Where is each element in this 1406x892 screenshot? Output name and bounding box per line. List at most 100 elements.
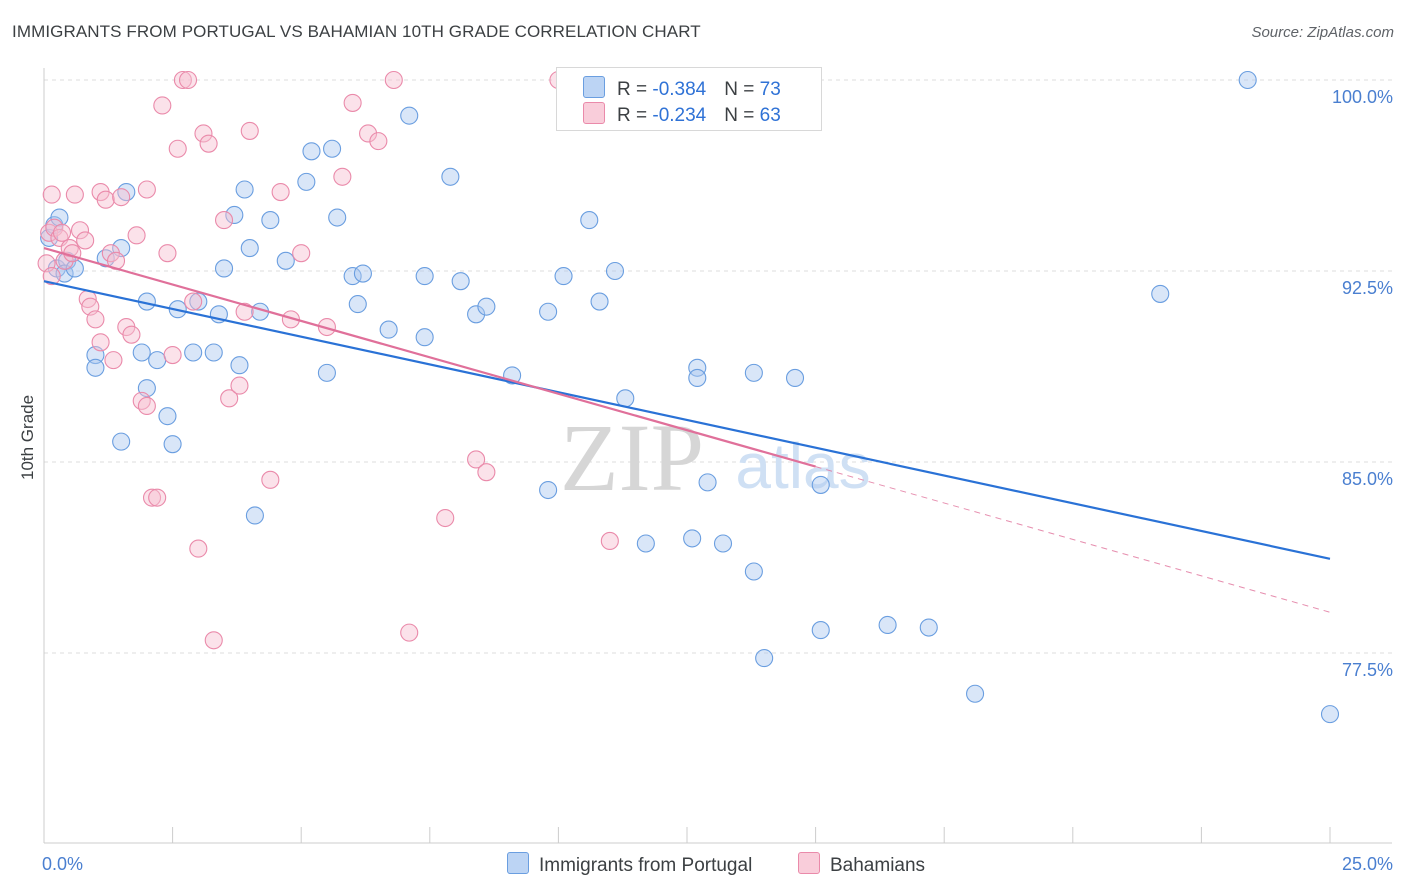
watermark: ZIP atlas (560, 404, 871, 511)
legend-swatch-blue (583, 76, 605, 98)
data-point-portugal (919, 618, 938, 637)
legend-item-portugal[interactable]: Immigrants from Portugal (507, 852, 752, 877)
data-point-portugal (688, 368, 707, 388)
data-point-portugal (86, 358, 105, 377)
trend-line-bahamians (43, 247, 816, 468)
data-point-portugal (554, 267, 573, 286)
y-tick-label: 92.5% (1342, 278, 1393, 298)
data-point-portugal (317, 363, 336, 382)
data-point-bahamians (163, 345, 182, 365)
legend-row-bahamians: R = -0.234 N = 63 (583, 102, 781, 126)
data-point-portugal (240, 239, 259, 258)
data-point-portugal (441, 167, 460, 186)
trend-lines (43, 247, 1331, 613)
data-point-portugal (50, 208, 69, 227)
data-point-portugal (688, 358, 707, 377)
data-point-portugal (353, 264, 372, 283)
data-point-bahamians (137, 396, 156, 416)
data-point-bahamians (436, 508, 455, 528)
data-point-portugal (245, 506, 264, 525)
data-point-portugal (112, 432, 131, 451)
trend-line-portugal (43, 280, 1331, 560)
source-attribution: Source: ZipAtlas.com (1251, 24, 1394, 41)
legend-n-label: N = (724, 105, 760, 126)
watermark-atlas: atlas (735, 430, 870, 502)
legend-n-label: N = (724, 79, 760, 100)
data-point-portugal (225, 205, 244, 225)
data-point-portugal (811, 475, 830, 494)
data-point-portugal (148, 351, 167, 370)
data-point-bahamians (132, 391, 151, 410)
data-point-portugal (189, 292, 208, 311)
data-point-portugal (785, 368, 805, 388)
data-point-portugal (878, 615, 897, 635)
data-point-bahamians (86, 310, 105, 329)
legend-item-label: Bahamians (830, 855, 926, 876)
data-point-bahamians (467, 450, 486, 469)
data-point-portugal (230, 356, 249, 375)
data-point-bahamians (359, 124, 378, 143)
data-point-bahamians (142, 488, 162, 507)
trend-line-bahamians-extension (815, 466, 1331, 613)
data-point-portugal (163, 435, 182, 454)
data-point-bahamians (137, 180, 156, 199)
data-point-portugal (235, 180, 254, 199)
legend-r-value: -0.384 (652, 79, 707, 100)
data-point-bahamians (178, 70, 198, 90)
data-point-portugal (811, 621, 830, 640)
data-point-bahamians (52, 223, 72, 242)
y-tick-label: 85.0% (1342, 469, 1393, 489)
data-point-bahamians (369, 132, 388, 151)
data-point-portugal (683, 529, 702, 548)
data-point-portugal (580, 211, 599, 230)
tick-labels: 100.0% 92.5% 85.0% 77.5% 0.0% 25.0% (42, 87, 1393, 874)
data-point-portugal (379, 320, 398, 339)
data-point-bahamians (600, 531, 619, 550)
series-immigrants-from-portugal (40, 70, 1340, 724)
data-point-portugal (158, 407, 177, 426)
data-point-portugal (467, 305, 486, 324)
data-point-bahamians (96, 190, 115, 209)
data-point-bahamians (91, 333, 110, 352)
legend-swatch-blue (507, 852, 529, 874)
legend-item-bahamians[interactable]: Bahamians (798, 852, 925, 877)
data-point-portugal (1151, 284, 1170, 303)
series-bahamians (37, 70, 619, 650)
data-point-bahamians (104, 351, 123, 370)
legend-n-value: 63 (759, 105, 781, 126)
data-point-portugal (348, 295, 367, 314)
data-point-portugal (966, 684, 985, 703)
data-point-bahamians (42, 267, 61, 286)
data-point-portugal (605, 261, 625, 281)
data-point-portugal (302, 142, 321, 161)
data-point-bahamians (230, 376, 249, 395)
data-point-portugal (184, 343, 203, 362)
data-point-bahamians (127, 226, 146, 245)
legend-swatch-pink (583, 102, 605, 124)
data-point-portugal (744, 562, 763, 581)
data-point-bahamians (384, 70, 403, 90)
data-point-portugal (132, 343, 151, 362)
correlation-legend: R = -0.384 N = 73 R = -0.234 N = 63 (556, 67, 822, 131)
data-point-portugal (415, 328, 434, 347)
data-point-bahamians (292, 244, 311, 263)
data-point-portugal (415, 267, 434, 286)
data-point-bahamians (214, 211, 234, 230)
y-tick-label: 100.0% (1332, 87, 1393, 107)
data-point-portugal (590, 292, 609, 311)
data-point-bahamians (194, 124, 213, 143)
y-axis-label: 10th Grade (18, 394, 37, 480)
data-point-portugal (744, 363, 763, 382)
data-point-portugal (65, 259, 84, 278)
data-point-bahamians (477, 463, 496, 482)
data-point-bahamians (153, 96, 172, 115)
data-point-portugal (400, 106, 419, 125)
data-point-bahamians (122, 325, 141, 344)
data-point-portugal (343, 267, 362, 286)
x-tick-label: 25.0% (1342, 854, 1393, 874)
data-point-bahamians (70, 221, 90, 240)
data-point-portugal (713, 534, 733, 553)
chart-title: IMMIGRANTS FROM PORTUGAL VS BAHAMIAN 10T… (12, 22, 701, 41)
x-tick-label: 0.0% (42, 854, 83, 874)
